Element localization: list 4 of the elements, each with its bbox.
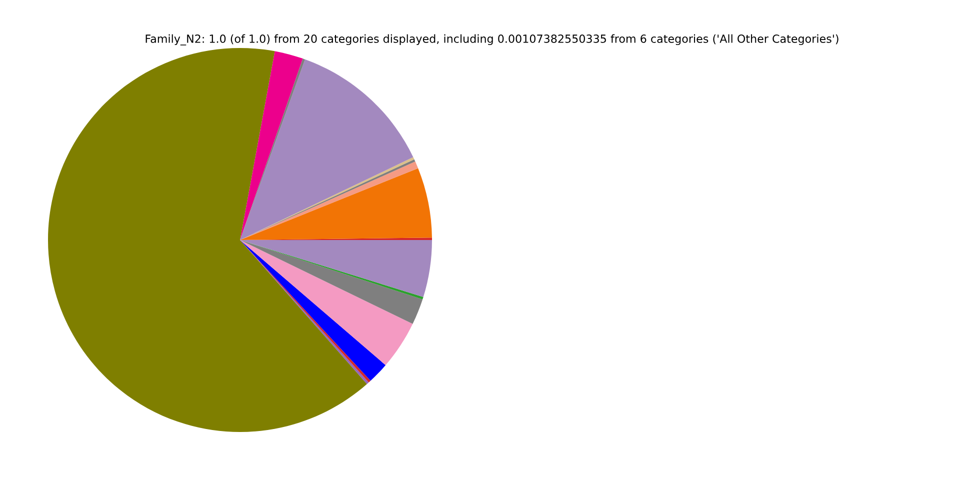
- pie-slice: [240, 240, 423, 324]
- pie-slice: [48, 48, 367, 432]
- text: Family_N2: 1.0 (of 1.0) from 20 categories displayed, including 0.00107382550335 from 6 categories ('All Other Categories'): [146, 34, 838, 46]
- pie-slice: [240, 240, 413, 366]
